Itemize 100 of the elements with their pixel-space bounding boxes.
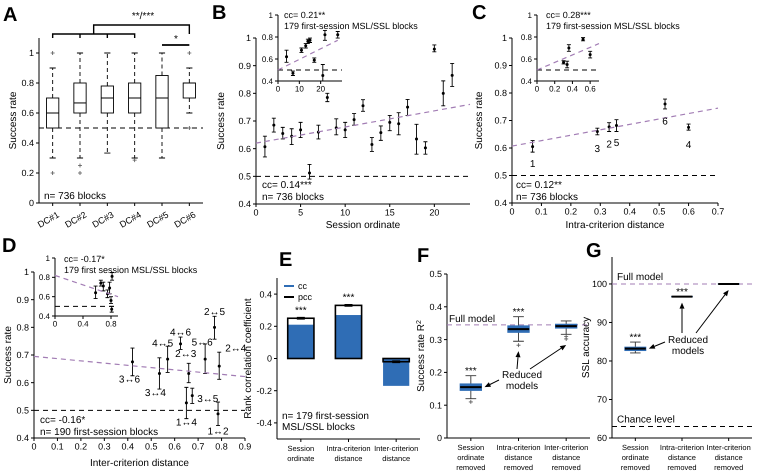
annotation: 2↔4 (225, 344, 247, 355)
point (362, 104, 364, 108)
point (94, 291, 98, 294)
chart-title: E (279, 249, 292, 271)
y-tick-label: 1 (528, 10, 533, 20)
y-tick-label: 0.2 (429, 368, 442, 378)
y-tick-label: 0.8 (262, 32, 274, 42)
y-tick-label: 70 (596, 394, 607, 405)
y-tick-label: 0.6 (238, 144, 251, 154)
annotation: 3↔6 (118, 374, 140, 386)
x-tick-label: 0.4 (623, 206, 636, 216)
bar (335, 315, 362, 358)
y-tick-label: 0.4 (520, 76, 533, 86)
point (308, 172, 311, 175)
y-tick-label: 0.8 (38, 273, 51, 282)
point (664, 102, 667, 106)
x-tick-label: 0 (276, 84, 281, 94)
y-tick-label: 0 (266, 354, 272, 364)
y-tick-label: 0.4 (494, 198, 507, 208)
annotation: cc= -0.16* (40, 415, 86, 426)
annotation: * (174, 34, 178, 45)
annotation: cc= 0.14*** (262, 180, 312, 191)
y-tick-label: 0.4 (429, 302, 442, 312)
legend-label: pcc (298, 292, 313, 302)
bar (286, 317, 315, 360)
annotation: Reduced models (502, 370, 542, 392)
x-tick-label: 10 (340, 207, 350, 218)
y-tick-label: 1 (502, 33, 507, 44)
x-tick-label: 0.4 (566, 84, 579, 94)
point (608, 125, 611, 128)
x-tick-label: 15 (384, 207, 395, 218)
annotation: Reduced models (668, 335, 708, 357)
y-tick-label: 0.5 (429, 269, 442, 280)
y-tick-label: 0.9 (16, 294, 29, 305)
point (432, 48, 436, 51)
x-tick-label: 0 (509, 206, 515, 216)
x-tick-label: 20 (316, 84, 326, 94)
y-axis-title: SSL accuracy (581, 316, 592, 378)
y-tick-label: 0 (436, 433, 442, 444)
x-tick-label: 0 (534, 84, 540, 94)
x-tick-label: 0.7 (192, 441, 204, 452)
annotation: n= 736 blocks (44, 191, 106, 202)
y-tick-label: 0.9 (238, 60, 251, 71)
legend-label: cc (298, 281, 308, 292)
point (218, 364, 221, 368)
annotation: 2↔3 (175, 349, 197, 360)
point (326, 96, 329, 99)
x-tick-label: 0.1 (535, 206, 548, 216)
x-tick-label: 0.3 (98, 441, 111, 452)
annotation: 2 (606, 139, 612, 150)
point (158, 372, 161, 376)
bar (383, 358, 410, 386)
y-tick-label: 100 (592, 279, 607, 290)
y-tick-label: 0.4 (259, 289, 272, 300)
x-tick-label: 0.8 (105, 320, 118, 329)
annotation: 5 (614, 138, 620, 149)
x-tick-label: 0.2 (74, 441, 88, 452)
annotation: 6 (662, 116, 668, 128)
y-tick-label: 0.8 (520, 32, 533, 42)
y-tick-label: 60 (596, 433, 607, 444)
annotation: 3↔4 (144, 388, 166, 400)
point (531, 145, 534, 148)
point (379, 131, 382, 134)
chart-title: A (3, 4, 18, 26)
y-tick-label: 0.7 (494, 116, 507, 126)
point (110, 274, 114, 278)
y-tick-label: 0.4 (21, 138, 34, 148)
annotation: cc= 0.21** (284, 10, 326, 20)
x-tick-label: 0.2 (564, 206, 578, 216)
y-tick-label: 0.1 (429, 400, 442, 410)
y-tick-label: 90 (596, 318, 607, 328)
y-tick-label: 0.6 (38, 292, 51, 302)
point (415, 137, 418, 140)
point (272, 124, 276, 127)
annotation: cc= -0.17* (64, 254, 106, 264)
point (187, 372, 190, 376)
point (216, 412, 220, 416)
annotation: 1↔4 (176, 417, 198, 428)
annotation: *** (342, 292, 354, 304)
y-tick-label: 0.6 (16, 378, 29, 388)
y-tick-label: 0.2 (21, 168, 34, 178)
y-tick-label: 0.5 (238, 171, 251, 182)
point (281, 132, 284, 135)
y-tick-label: 0.4 (16, 433, 29, 444)
chart-title: D (2, 235, 16, 257)
y-tick-label: -0.4 (256, 418, 272, 428)
annotation: 5↔6 (192, 338, 214, 349)
annotation: *** (464, 366, 477, 378)
point (263, 145, 266, 148)
point (370, 143, 374, 146)
annotation: 1↔2 (207, 426, 230, 438)
chart-title: B (212, 2, 226, 24)
point (108, 286, 112, 290)
x-tick-label: 10 (294, 84, 304, 94)
point (424, 146, 427, 150)
y-tick-label: 0.6 (520, 54, 533, 64)
y-tick-label: 1 (24, 267, 29, 278)
bar (334, 304, 362, 360)
x-tick-label: 0.5 (652, 206, 666, 216)
y-tick-label: 0.6 (262, 54, 274, 64)
